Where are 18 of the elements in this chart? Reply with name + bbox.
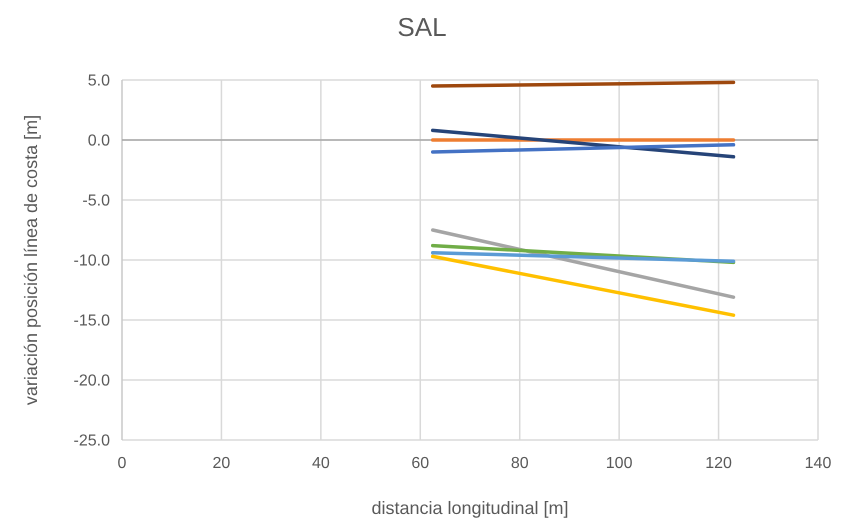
y-tick-label: -5.0 (82, 192, 110, 210)
x-tick-label: 40 (312, 455, 330, 472)
x-tick-label: 20 (212, 455, 230, 472)
x-tick-label: 120 (705, 455, 732, 472)
x-tick-label: 80 (510, 455, 529, 472)
y-tick-label: -25.0 (74, 432, 110, 450)
y-tick-label: 5.0 (88, 72, 110, 90)
y-tick-label: -15.0 (74, 312, 110, 330)
x-tick-label: 140 (804, 455, 832, 472)
y-axis-title: variación posición línea de costa [m] (21, 114, 41, 406)
y-tick-label: -10.0 (74, 252, 110, 270)
x-axis-title: distancia longitudinal [m] (371, 498, 569, 518)
chart-title: SAL (397, 12, 447, 42)
x-tick-label: 0 (118, 455, 127, 472)
x-tick-label: 100 (606, 455, 633, 472)
x-tick-label: 60 (411, 455, 430, 472)
y-tick-label: 0.0 (88, 132, 110, 150)
y-tick-label: -20.0 (74, 372, 110, 390)
